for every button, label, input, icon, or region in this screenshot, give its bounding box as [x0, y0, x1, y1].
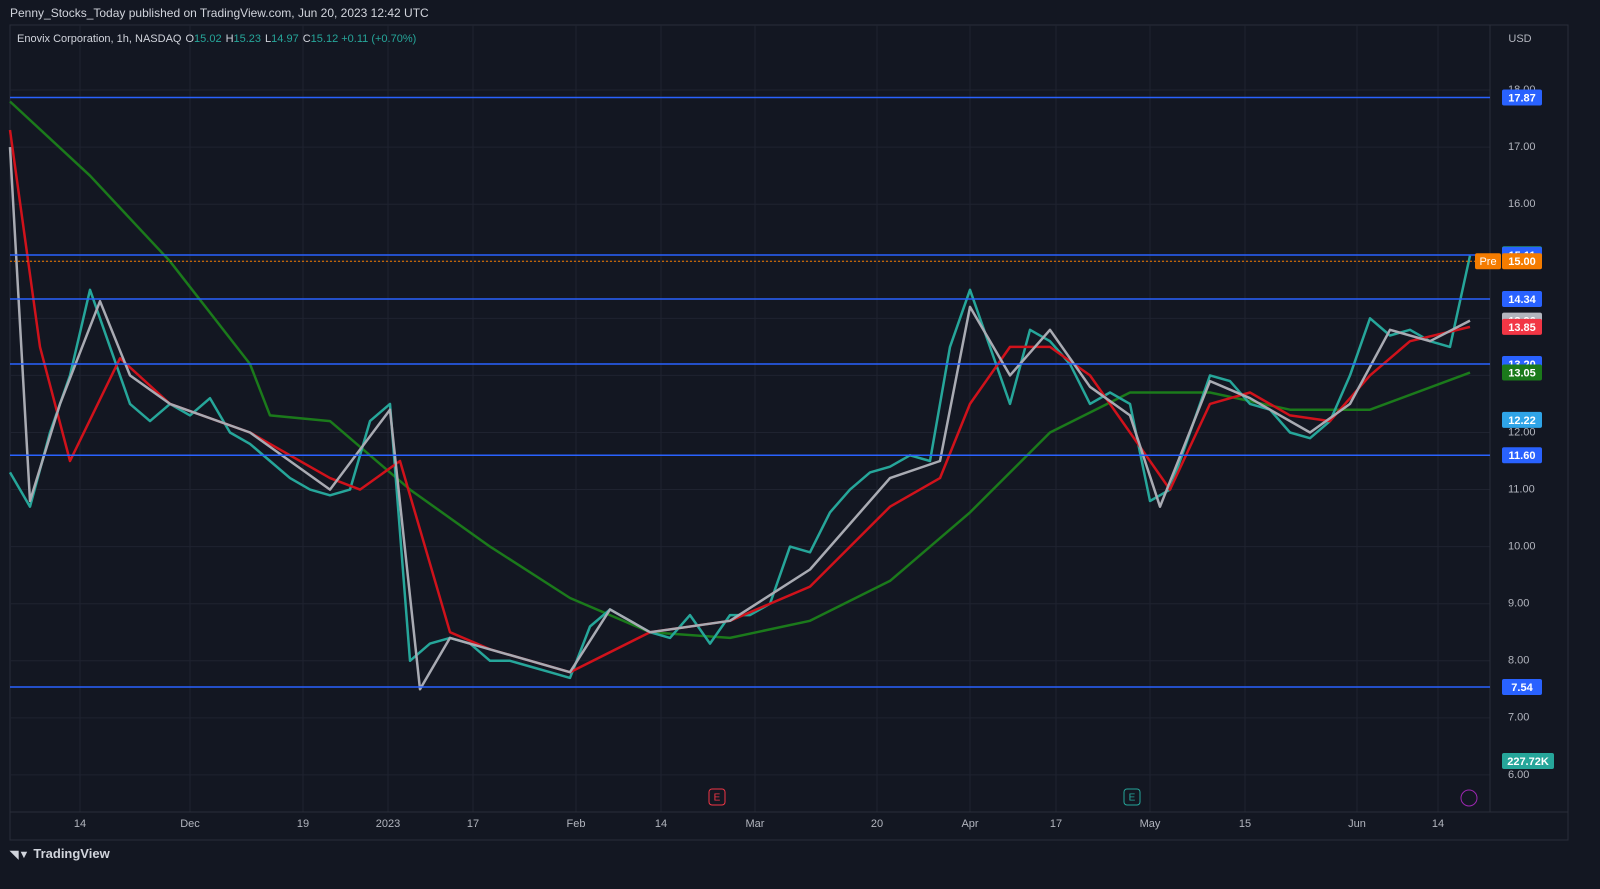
x-tick-label: 17 [1050, 818, 1062, 830]
earnings-icon-letter: E [714, 793, 721, 804]
level-label: 13.05 [1508, 367, 1536, 379]
price-line [9, 100, 1471, 640]
y-tick-label: 17.00 [1508, 141, 1536, 153]
level-tag-box [1475, 253, 1501, 270]
ohlc-key: L [265, 33, 272, 45]
earnings-icon-letter: E [1129, 793, 1136, 804]
level-label: 14.34 [1508, 294, 1536, 306]
price-line [8, 147, 1471, 691]
level-label-box [1502, 364, 1542, 381]
ohlc-key: O [185, 33, 195, 45]
x-tick-label: May [1140, 818, 1161, 830]
level-label-box [1502, 411, 1542, 428]
earnings-icons: E E [708, 788, 1478, 807]
x-tick-label: 14 [655, 818, 667, 830]
ohlc-value: 15.12 [310, 33, 339, 45]
x-tick-label: Jun [1348, 818, 1366, 830]
x-tick-label: 2023 [376, 818, 400, 830]
x-tick-label: 15 [1239, 818, 1251, 830]
grid [10, 25, 1490, 812]
level-label-box [1502, 447, 1542, 464]
y-tick-label: 10.00 [1508, 541, 1536, 553]
y-tick-label: 11.00 [1508, 483, 1535, 495]
x-tick-label: 20 [871, 818, 883, 830]
x-tick-label: 17 [467, 818, 479, 830]
y-tick-label: 6.00 [1508, 769, 1529, 781]
level-label: 13.85 [1508, 322, 1536, 334]
volume-label: 227.72K [1507, 756, 1549, 768]
x-tick-label: 19 [297, 818, 309, 830]
publish-info: Penny_Stocks_Today published on TradingV… [10, 6, 429, 20]
level-label: 7.54 [1511, 682, 1533, 694]
level-label: 15.00 [1508, 256, 1536, 268]
ohlc-key: H [225, 33, 234, 45]
level-label-box [1502, 318, 1542, 335]
volume-label-box [1502, 753, 1554, 769]
x-tick-label: Feb [567, 818, 586, 830]
x-tick-label: Apr [961, 818, 978, 830]
level-label: 11.60 [1509, 450, 1536, 462]
ohlc-value: 15.02 [194, 33, 222, 45]
level-label-box [1502, 89, 1542, 106]
level-label-box [1502, 253, 1542, 270]
event-icon [1460, 789, 1478, 807]
earnings-icon [1123, 788, 1141, 806]
earnings-icon [708, 788, 726, 806]
x-tick-label: Dec [180, 818, 200, 830]
ohlc-value: 14.97 [271, 33, 299, 45]
y-tick-label: 7.00 [1508, 712, 1529, 724]
y-tick-label: 9.00 [1508, 598, 1529, 610]
level-label-box [1502, 679, 1542, 696]
x-tick-label: 14 [1432, 818, 1444, 830]
level-tag: Pre [1479, 256, 1496, 268]
brand: ◥▼ TradingView [10, 846, 110, 861]
legend: Enovix Corporation, 1h, NASDAQ O15.02 H15.… [17, 33, 416, 45]
brand-logo: ◥▼ [10, 849, 30, 861]
currency: USD [1508, 33, 1531, 45]
level-label-box [1502, 290, 1542, 307]
y-tick-label: 8.00 [1508, 655, 1529, 667]
brand-name: TradingView [33, 846, 110, 861]
x-tick-label: Mar [746, 818, 765, 830]
y-tick-label: 12.00 [1508, 426, 1536, 438]
level-label: 17.87 [1508, 92, 1536, 104]
symbol: Enovix Corporation, 1h, NASDAQ [17, 33, 182, 45]
y-tick-label: 16.00 [1508, 198, 1536, 210]
ohlc-value: 15.23 [233, 33, 262, 45]
x-tick-label: 14 [74, 818, 86, 830]
ohlc-key: C [302, 33, 311, 45]
ohlc: O15.02 H15.23 L14.97 C15.12 [181, 33, 338, 45]
change: +0.11 (+0.70%) [341, 33, 417, 45]
level-label: 12.22 [1508, 415, 1536, 427]
